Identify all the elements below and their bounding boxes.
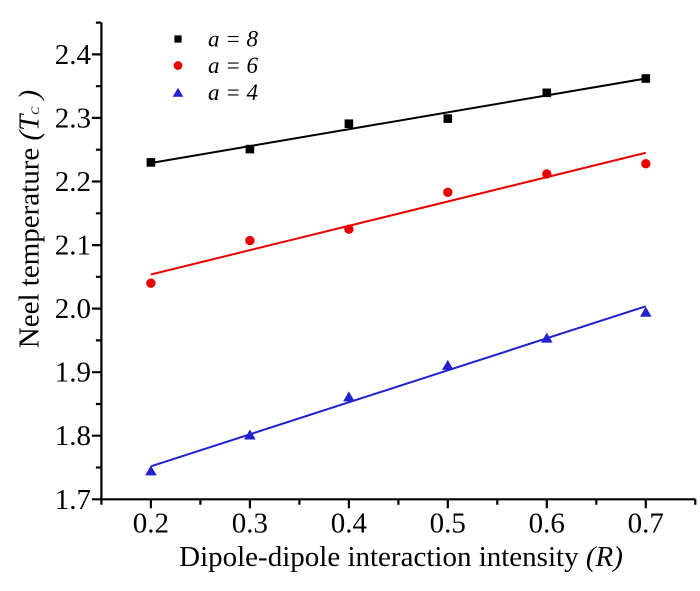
svg-text:0.6: 0.6 bbox=[529, 508, 565, 540]
svg-text:0.5: 0.5 bbox=[430, 508, 466, 540]
svg-text:2.3: 2.3 bbox=[55, 102, 91, 134]
svg-text:0.4: 0.4 bbox=[331, 508, 368, 540]
svg-text:Dipole-dipole interaction inte: Dipole-dipole interaction intensity (R) bbox=[179, 541, 623, 573]
svg-text:0.2: 0.2 bbox=[133, 508, 169, 540]
svg-text:a = 4: a = 4 bbox=[208, 80, 258, 105]
svg-text:2.1: 2.1 bbox=[55, 230, 91, 262]
svg-text:1.7: 1.7 bbox=[55, 484, 91, 516]
svg-text:0.3: 0.3 bbox=[232, 508, 268, 540]
svg-text:a = 8: a = 8 bbox=[208, 27, 259, 52]
svg-text:2.0: 2.0 bbox=[55, 293, 91, 325]
svg-text:1.9: 1.9 bbox=[55, 357, 91, 389]
svg-text:a = 6: a = 6 bbox=[208, 53, 259, 78]
svg-text:2.4: 2.4 bbox=[55, 39, 92, 71]
svg-text:Neel temperature (TC ): Neel temperature (TC ) bbox=[14, 90, 46, 348]
svg-text:2.2: 2.2 bbox=[55, 166, 91, 198]
svg-text:0.7: 0.7 bbox=[628, 508, 664, 540]
svg-text:1.8: 1.8 bbox=[55, 420, 91, 452]
